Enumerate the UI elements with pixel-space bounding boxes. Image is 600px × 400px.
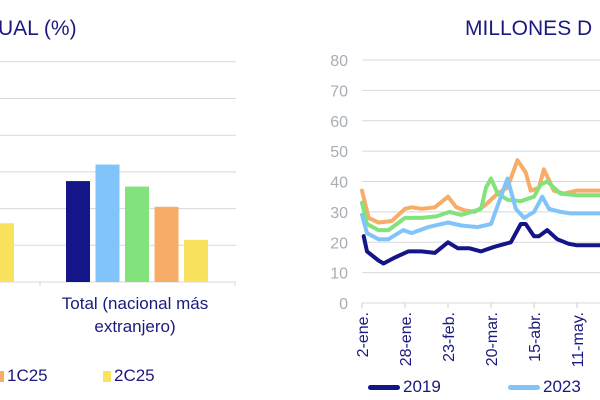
y-tick-label: 40 bbox=[330, 175, 348, 192]
legend-item-2023: 2023 bbox=[508, 377, 581, 397]
legend-item-2c25: 2C25 bbox=[103, 366, 155, 386]
legend-label: 2C25 bbox=[114, 366, 155, 385]
legend-swatch bbox=[103, 370, 111, 382]
line-chart-title: MILLONES D bbox=[465, 17, 593, 40]
bar bbox=[66, 181, 90, 282]
x-tick-label: 2-ene. bbox=[355, 312, 372, 357]
legend-item-1c25: 1C25 bbox=[0, 366, 48, 386]
y-tick-label: 50 bbox=[330, 144, 348, 161]
x-tick-label: 23-feb. bbox=[441, 312, 458, 362]
x-tick-label: 28-ene. bbox=[398, 312, 415, 366]
series-line-2019 bbox=[361, 222, 600, 266]
bar bbox=[154, 206, 179, 282]
legend-label: 2023 bbox=[543, 377, 581, 396]
y-tick-label: 60 bbox=[330, 114, 348, 131]
bar bbox=[184, 239, 208, 282]
legend-swatch bbox=[0, 370, 4, 382]
y-tick-label: 80 bbox=[330, 53, 348, 70]
series-line-2023 bbox=[360, 176, 600, 242]
legend-item-2019: 2019 bbox=[368, 377, 441, 397]
y-tick-label: 20 bbox=[330, 235, 348, 252]
series-line-series-2 bbox=[360, 176, 600, 233]
bar-chart-title: UAL (%) bbox=[0, 17, 77, 40]
bar bbox=[0, 223, 14, 282]
bar bbox=[95, 164, 120, 282]
x-tick-label: 15-abr. bbox=[527, 312, 544, 362]
y-tick-label: 70 bbox=[330, 83, 348, 100]
bar bbox=[125, 186, 149, 282]
y-tick-label: 0 bbox=[339, 296, 348, 313]
x-tick-label: 11-may. bbox=[570, 312, 587, 367]
legend-label: 2019 bbox=[403, 377, 441, 396]
y-tick-label: 10 bbox=[330, 266, 348, 283]
y-tick-label: 30 bbox=[330, 205, 348, 222]
legend-line bbox=[508, 384, 540, 390]
legend-label: 1C25 bbox=[7, 366, 48, 385]
legend-line bbox=[368, 384, 400, 390]
x-tick-label: 20-mar. bbox=[484, 312, 501, 366]
bar-category-label: Total (nacional más extranjero) bbox=[61, 294, 209, 336]
